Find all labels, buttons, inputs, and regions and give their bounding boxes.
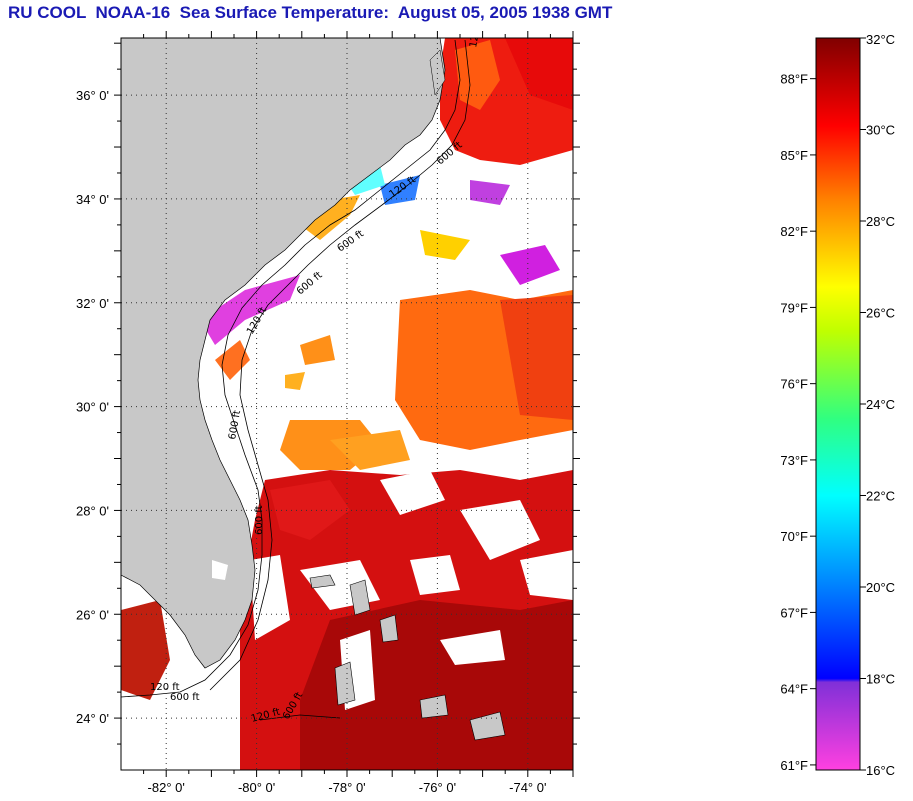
latitude-labels: 36° 0' 34° 0' 32° 0' 30° 0' 28° 0' 26° 0' 24° …: [76, 88, 109, 726]
colorbar-fahrenheit-label: 76°F: [780, 377, 808, 392]
longitude-label: -82° 0': [148, 780, 185, 795]
map-grid: [121, 38, 573, 770]
contour-label: 120 ft: [468, 17, 484, 48]
colorbar-celsius-label: 22°C: [866, 489, 895, 504]
sst-patch-cool-4: [345, 165, 385, 195]
bahamas-islands: [309, 574, 506, 741]
cloud-patch-5: [440, 630, 505, 665]
outer-banks: [429, 49, 446, 96]
map-title: RU COOL NOAA-16 Sea Surface Temperature:…: [8, 3, 612, 23]
lake-okeechobee: [212, 560, 228, 580]
sst-patch-shelf-north: [455, 40, 500, 110]
sst-patch-warm-1: [420, 230, 470, 260]
cloud-patch-6: [250, 555, 290, 640]
map-ticks: [114, 31, 580, 777]
map-content: 120 ft 600 ft 120 ft 600 ft 600 ft 120 f…: [121, 17, 573, 770]
cloud-patch-4: [410, 555, 460, 595]
colorbar-celsius-label: 32°C: [866, 32, 895, 47]
colorbar-fahrenheit-label: 79°F: [780, 300, 808, 315]
title-datetime: August 05, 2005 1938 GMT: [397, 3, 613, 22]
colorbar-celsius-label: 28°C: [866, 214, 895, 229]
colorbar-celsius-label: 16°C: [866, 763, 895, 778]
colorbar-celsius-labels: 32°C 30°C 28°C 26°C 24°C 22°C 20°C 18°C 16°C: [860, 32, 895, 778]
sst-patch-northeast-deep: [505, 38, 573, 110]
colorbar-fahrenheit-label: 67°F: [780, 605, 808, 620]
colorbar-celsius-label: 30°C: [866, 123, 895, 138]
sst-patch-orange-band-2: [330, 430, 410, 470]
colorbar-fahrenheit-labels: 88°F 85°F 82°F 79°F 76°F 73°F 70°F 67°F 64°F 61°F: [780, 72, 816, 773]
contour-label: 600 ft: [227, 409, 243, 440]
colorbar-fahrenheit-label: 73°F: [780, 453, 808, 468]
sst-patch-shelf-yellow: [300, 195, 360, 240]
cloud-patch-2: [460, 500, 540, 560]
longitude-label: -78° 0': [328, 780, 365, 795]
title-source: RU COOL: [8, 3, 87, 22]
title-product: Sea Surface Temperature:: [179, 3, 390, 22]
latitude-label: 28° 0': [76, 503, 109, 518]
bathymetry-contours: [121, 39, 471, 721]
latitude-label: 24° 0': [76, 711, 109, 726]
longitude-label: -74° 0': [509, 780, 546, 795]
colorbar-fahrenheit-label: 61°F: [780, 758, 808, 773]
colorbar-fahrenheit-label: 82°F: [780, 224, 808, 239]
title-satellite: NOAA-16: [95, 3, 171, 22]
sst-patch-keys: [121, 600, 170, 700]
sst-patch-nearshore-1: [200, 275, 300, 345]
colorbar: [815, 37, 861, 771]
cloud-patch-3: [520, 550, 573, 600]
latitude-label: 34° 0': [76, 192, 109, 207]
latitude-label: 32° 0': [76, 296, 109, 311]
contour-label: 600 ft: [170, 692, 200, 703]
colorbar-celsius-label: 18°C: [866, 672, 895, 687]
longitude-labels: -82° 0' -80° 0' -78° 0' -76° 0' -74° 0': [148, 780, 547, 795]
sst-patch-isolated: [300, 335, 335, 365]
longitude-label: -80° 0': [238, 780, 275, 795]
latitude-label: 26° 0': [76, 607, 109, 622]
colorbar-fahrenheit-label: 85°F: [780, 148, 808, 163]
colorbar-fahrenheit-label: 70°F: [780, 529, 808, 544]
contour-label: 600 ft: [254, 505, 265, 535]
colorbar-fahrenheit-label: 88°F: [780, 72, 808, 87]
colorbar-celsius-label: 26°C: [866, 306, 895, 321]
contour-label: 120 ft: [150, 682, 180, 693]
latitude-label: 36° 0': [76, 88, 109, 103]
sst-patch-cool-3: [500, 245, 560, 285]
sst-patch-cool-2: [470, 180, 510, 205]
longitude-label: -76° 0': [419, 780, 456, 795]
colorbar-fahrenheit-label: 64°F: [780, 682, 808, 697]
sst-patch-florida-current: [270, 480, 350, 540]
cloud-patch-1: [380, 470, 445, 515]
sst-patch-isolated-2: [285, 372, 305, 390]
sst-patch-east-mid-warm: [500, 295, 573, 420]
colorbar-celsius-label: 24°C: [866, 397, 895, 412]
sst-patch-nearshore-2: [215, 340, 250, 380]
latitude-label: 30° 0': [76, 400, 109, 415]
colorbar-celsius-label: 20°C: [866, 580, 895, 595]
